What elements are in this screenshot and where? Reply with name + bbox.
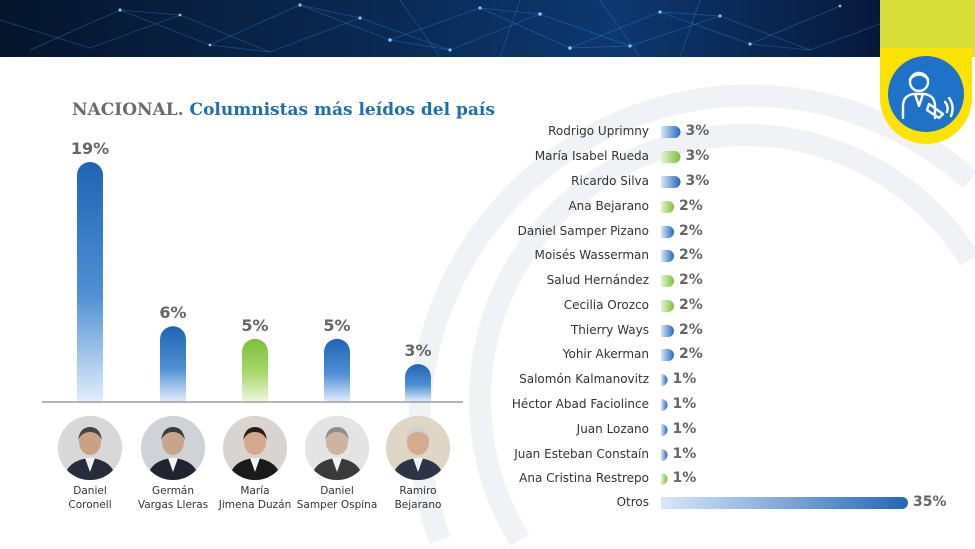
hvalue-ricardo-silva: 3% <box>685 173 710 189</box>
caption-line: Jimena Duzán <box>218 499 292 511</box>
hbar-daniel-samper-pizano <box>661 226 674 238</box>
hvalue-moises-wasserman: 2% <box>679 247 703 263</box>
hvalue-cecilia-orozco: 2% <box>679 297 703 313</box>
bar-daniel-samper-ospina <box>324 338 350 402</box>
hvalue-juan-lozano: 1% <box>672 421 697 437</box>
corner-accent <box>880 0 975 57</box>
hbar-ana-bejarano <box>661 201 674 213</box>
hbar-ana-cristina-restrepo <box>661 473 668 485</box>
network-pattern-icon <box>0 0 880 57</box>
value-label-maria-jimena-duzan: 5% <box>241 316 268 335</box>
caption-line: Samper Ospina <box>296 499 378 511</box>
hlabel-maria-isabel-rueda: María Isabel Rueda <box>534 149 649 163</box>
hbar-hector-abad-faciolince <box>661 399 668 411</box>
hvalue-juan-esteban-constain: 1% <box>672 446 697 462</box>
hlabel-juan-lozano: Juan Lozano <box>576 422 649 436</box>
hbar-otros <box>661 497 908 509</box>
hbar-yohir-akerman <box>661 349 674 361</box>
caption-line: Ramiro <box>399 485 437 497</box>
hlabel-ana-cristina-restrepo: Ana Cristina Restrepo <box>519 471 649 485</box>
hbar-cecilia-orozco <box>661 300 674 312</box>
bar-maria-jimena-duzan <box>242 338 268 402</box>
hlabel-cecilia-orozco: Cecilia Orozco <box>563 298 649 312</box>
caption-line: Vargas Lleras <box>137 499 209 511</box>
hlabel-salomon-kalmanovitz: Salomón Kalmanovitz <box>519 372 649 386</box>
caption-daniel-coronell: Daniel Coronell <box>30 484 150 512</box>
chart-title: NACIONAL. Columnistas más leídos del paí… <box>72 100 495 120</box>
hlabel-ana-bejarano: Ana Bejarano <box>568 199 649 213</box>
value-label-daniel-coronell: 19% <box>71 139 109 158</box>
hlabel-daniel-samper-pizano: Daniel Samper Pizano <box>517 224 649 238</box>
hlabel-moises-wasserman: Moisés Wasserman <box>534 248 649 262</box>
hlabel-otros: Otros <box>616 495 649 509</box>
caption-line: Germán <box>151 485 195 497</box>
hvalue-hector-abad-faciolince: 1% <box>672 396 697 412</box>
hvalue-ana-cristina-restrepo: 1% <box>672 470 697 486</box>
hbar-maria-isabel-rueda <box>661 151 681 163</box>
value-label-german-vargas-lleras: 6% <box>159 303 186 322</box>
title-main: Columnistas más leídos del país <box>189 100 495 120</box>
hlabel-ricardo-silva: Ricardo Silva <box>571 174 649 188</box>
hvalue-yohir-akerman: 2% <box>679 346 703 362</box>
caption-line: Daniel <box>73 485 107 497</box>
hbar-salomon-kalmanovitz <box>661 374 668 386</box>
hvalue-ana-bejarano: 2% <box>679 198 703 214</box>
photo-german-vargas-lleras <box>141 416 205 480</box>
hbar-moises-wasserman <box>661 250 674 262</box>
bar-german-vargas-lleras <box>160 326 186 402</box>
hbar-thierry-ways <box>661 325 674 337</box>
value-label-ramiro-bejarano: 3% <box>404 341 431 360</box>
hvalue-thierry-ways: 2% <box>679 322 703 338</box>
value-label-daniel-samper-ospina: 5% <box>323 316 350 335</box>
hlabel-yohir-akerman: Yohir Akerman <box>562 347 649 361</box>
caption-ramiro-bejarano: Ramiro Bejarano <box>358 484 478 512</box>
caption-line: Coronell <box>68 499 112 511</box>
caption-german-vargas-lleras: Germán Vargas Lleras <box>113 484 233 512</box>
hbar-juan-lozano <box>661 424 668 436</box>
hvalue-salud-hernandez: 2% <box>679 272 703 288</box>
hvalue-otros: 35% <box>913 494 947 510</box>
caption-line: Daniel <box>320 485 354 497</box>
hlabel-hector-abad-faciolince: Héctor Abad Faciolince <box>511 397 649 411</box>
hlabel-rodrigo-uprimny: Rodrigo Uprimny <box>548 124 649 138</box>
hvalue-maria-isabel-rueda: 3% <box>685 148 710 164</box>
caption-line: María <box>240 485 270 497</box>
hbar-juan-esteban-constain <box>661 449 668 461</box>
bar-ramiro-bejarano <box>405 364 431 402</box>
caption-daniel-samper-ospina: Daniel Samper Ospina <box>277 484 397 512</box>
hlabel-thierry-ways: Thierry Ways <box>570 323 649 337</box>
hvalue-daniel-samper-pizano: 2% <box>679 223 703 239</box>
columnist-speaker-icon <box>901 71 954 120</box>
hbar-ricardo-silva <box>661 176 681 188</box>
caption-line: Bejarano <box>394 499 442 511</box>
photo-ramiro-bejarano <box>386 416 450 480</box>
hlabel-salud-hernandez: Salud Hernández <box>546 273 649 287</box>
hbar-rodrigo-uprimny <box>661 126 681 138</box>
hvalue-salomon-kalmanovitz: 1% <box>672 371 697 387</box>
bar-daniel-coronell <box>77 162 103 402</box>
hlabel-juan-esteban-constain: Juan Esteban Constaín <box>514 447 649 461</box>
hbar-salud-hernandez <box>661 275 674 287</box>
hvalue-rodrigo-uprimny: 3% <box>685 123 710 139</box>
photo-daniel-samper-ospina <box>305 416 369 480</box>
photo-maria-jimena-duzan <box>223 416 287 480</box>
title-prefix: NACIONAL. <box>72 100 184 120</box>
network-banner <box>0 0 880 57</box>
caption-maria-jimena-duzan: María Jimena Duzán <box>195 484 315 512</box>
background-arcs <box>408 84 975 546</box>
photo-daniel-coronell <box>58 416 122 480</box>
